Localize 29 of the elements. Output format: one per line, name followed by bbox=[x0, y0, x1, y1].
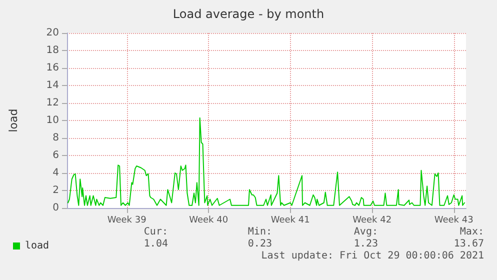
y-tick-label: 6 bbox=[52, 150, 59, 161]
y-tick-label: 14 bbox=[46, 80, 59, 91]
y-axis-title: load bbox=[7, 108, 20, 132]
x-tick-label: Week 42 bbox=[352, 216, 392, 226]
text: 0.23 bbox=[248, 238, 272, 250]
text: Max: bbox=[460, 226, 484, 238]
y-tick-label: 18 bbox=[46, 45, 59, 56]
text: 13.67 bbox=[454, 238, 484, 250]
x-tick-label: Week 40 bbox=[189, 216, 228, 226]
x-tick-label: Week 41 bbox=[270, 216, 310, 226]
y-tick-label: 12 bbox=[46, 98, 59, 108]
text: 1.23 bbox=[354, 238, 378, 250]
text: Avg: bbox=[354, 226, 378, 238]
x-tick-label: Week 39 bbox=[107, 216, 147, 226]
y-tick-label: 4 bbox=[52, 168, 59, 178]
y-tick-label: 16 bbox=[46, 62, 59, 74]
y-tick-label: 2 bbox=[52, 185, 59, 196]
y-tick-label: 0 bbox=[52, 202, 59, 214]
y-tick-label: 10 bbox=[46, 115, 59, 126]
x-tick-label: Week 43 bbox=[434, 216, 474, 226]
y-tick-label: 20 bbox=[46, 28, 59, 38]
chart-title: Load average - by month bbox=[172, 7, 324, 21]
line-series bbox=[67, 117, 466, 206]
legend-label: load bbox=[25, 240, 50, 252]
text: Last update: Fri Oct 29 00:00:06 2021 bbox=[261, 250, 484, 262]
text: Min: bbox=[248, 226, 272, 238]
text: 1.04 bbox=[144, 238, 168, 250]
y-tick-label: 8 bbox=[52, 132, 59, 144]
text: Cur: bbox=[144, 226, 168, 238]
